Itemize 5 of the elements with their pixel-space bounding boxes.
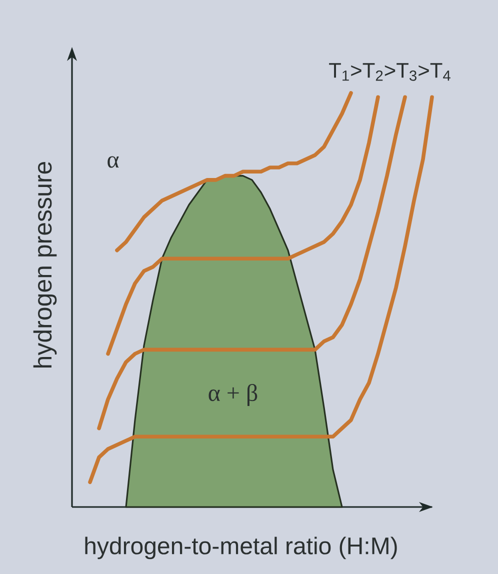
x-axis-title: hydrogen-to-metal ratio (H:M)	[85, 536, 397, 560]
annotation: α	[108, 156, 119, 168]
annotation: α + β	[208, 384, 258, 406]
text: T$_{1}$>T$_{2}$>T$_{3}$>T$_{4}$	[329, 63, 450, 81]
y-axis-title: hydrogen pressure	[33, 162, 57, 368]
